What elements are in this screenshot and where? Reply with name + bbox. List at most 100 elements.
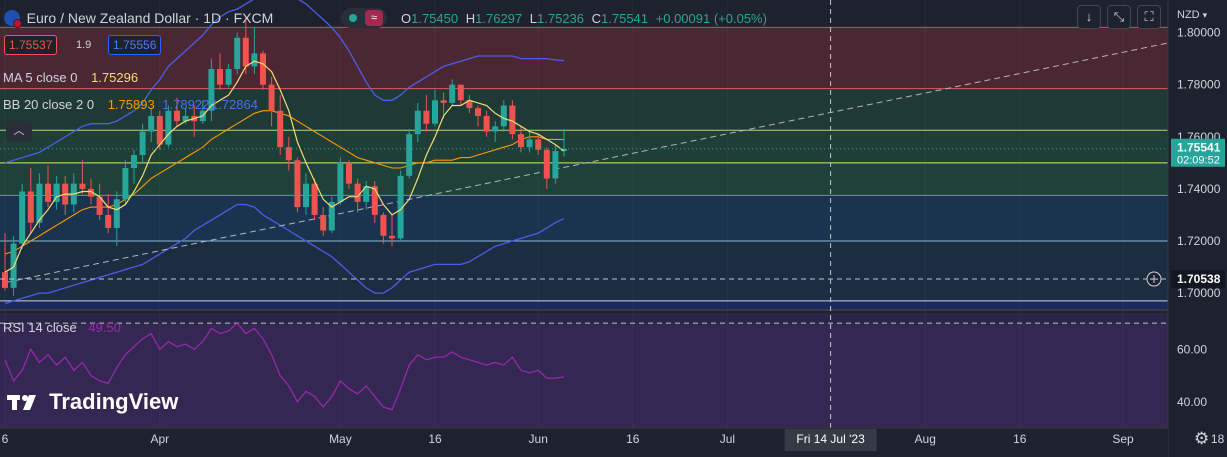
collapse-legend-button[interactable]: ︿	[6, 121, 32, 141]
crosshair	[0, 0, 1168, 428]
crosshair-date-label: Fri 14 Jul '23	[796, 432, 865, 446]
candle-body	[174, 110, 180, 122]
price-tick-label: 1.74000	[1177, 182, 1221, 196]
moving-average	[4, 60, 565, 273]
tradingview-logo[interactable]: TradingView	[7, 389, 178, 417]
candle-body	[225, 69, 232, 85]
fullscreen-button[interactable]: ⛶	[1137, 5, 1161, 29]
countdown-label: 02:09:52	[1177, 155, 1220, 167]
time-tick-label: Apr	[150, 432, 169, 446]
candle-body	[88, 188, 94, 197]
candle-body	[53, 183, 60, 202]
time-tick-label: 16	[1013, 432, 1027, 446]
candle-body	[423, 110, 430, 124]
candle-body	[122, 168, 129, 200]
candle-body	[406, 134, 413, 176]
candle-body	[217, 69, 223, 85]
gear-icon: ⚙	[1194, 429, 1210, 448]
open-value: 1.75450	[411, 11, 459, 26]
candle-body	[79, 183, 86, 189]
arrow-down-icon: ↓	[1085, 9, 1093, 24]
low-label: L	[529, 11, 537, 26]
wave-icon: ≈	[365, 10, 383, 26]
low-value: 1.75236	[537, 11, 584, 26]
time-tick-label: 6	[2, 432, 9, 446]
price-axis-background	[1168, 0, 1227, 457]
candle-body	[45, 183, 51, 202]
time-tick-label: May	[329, 432, 352, 446]
candle-body	[96, 196, 103, 215]
candle-body	[389, 235, 395, 239]
candle-body	[346, 162, 352, 184]
bb-legend[interactable]: BB 20 close 2 0 1.75893 1.78922 1.72864	[3, 97, 258, 112]
spread-value: 1.9	[76, 39, 92, 51]
trendline	[4, 30, 1227, 284]
current-price-tag	[1171, 138, 1225, 167]
rsi-pane	[0, 309, 1168, 411]
candle-body	[466, 100, 473, 109]
ma-legend[interactable]: MA 5 close 0 1.75296	[3, 70, 138, 85]
candle-body	[440, 100, 447, 103]
candle-body	[552, 151, 559, 179]
bb-upper-line	[4, 0, 565, 164]
high-value: 1.76297	[475, 11, 523, 26]
crosshair-date-tag	[784, 429, 877, 451]
fib-zone	[0, 27, 1168, 89]
rsi-value: 49.50	[88, 320, 121, 335]
price-tick-label: 1.80000	[1177, 26, 1221, 40]
change-value: +0.00091 (+0.05%)	[655, 11, 767, 26]
candle-body	[251, 53, 258, 67]
candle-body	[518, 134, 524, 148]
candle-body	[19, 191, 26, 244]
scroll-down-button[interactable]: ↓	[1077, 5, 1101, 29]
candle-body	[475, 108, 481, 116]
crosshair-price-tag	[1171, 270, 1225, 289]
candle-body	[363, 186, 370, 202]
candle-body	[354, 183, 361, 202]
fib-zone	[0, 130, 1168, 163]
candle-body	[148, 115, 155, 132]
fibonacci-zones	[0, 26, 1168, 429]
currency-selector[interactable]: NZD ▾	[1177, 9, 1207, 21]
close-label: C	[591, 11, 602, 26]
rsi-legend[interactable]: RSI 14 close 49.50	[3, 320, 121, 335]
time-tick-label: 18	[1211, 432, 1225, 446]
candle-body	[208, 69, 215, 111]
time-tick-label: 16	[626, 432, 640, 446]
settings-button[interactable]: ⚙	[1194, 429, 1209, 449]
fullscreen-icon: ⛶	[1144, 9, 1154, 24]
symbol-title: Euro / New Zealand Dollar · 1D · FXCM	[26, 10, 274, 26]
candle-body	[311, 183, 318, 215]
rsi-tick-label: 60.00	[1177, 342, 1207, 356]
candle-body	[432, 100, 438, 124]
crosshair-plus-icon	[1146, 271, 1162, 287]
tradingview-logo-icon	[7, 391, 43, 417]
candle-body	[2, 272, 8, 288]
candle-body	[294, 160, 301, 208]
bb-lower-line	[4, 203, 565, 305]
ask-price-box[interactable]: 1.75556	[108, 35, 162, 55]
candle-body	[500, 105, 507, 127]
ma-line	[4, 60, 565, 273]
crosshair-price-label: 1.70538	[1177, 272, 1221, 286]
candle-body	[242, 37, 249, 67]
bid-price-box[interactable]: 1.75537	[4, 35, 58, 55]
candle-body	[277, 110, 284, 148]
candle-body	[457, 84, 464, 101]
candle-body	[492, 126, 499, 132]
bb-basis-value: 1.75893	[107, 97, 155, 112]
candle-body	[234, 37, 241, 70]
candle-body	[285, 147, 292, 161]
chevron-down-icon: ▾	[1202, 10, 1208, 20]
candle-body	[449, 84, 456, 103]
symbol-header[interactable]: Euro / New Zealand Dollar · 1D · FXCM	[4, 10, 274, 28]
candle-body	[543, 149, 550, 179]
candle-body	[371, 186, 378, 215]
market-status-toggle[interactable]: ≈	[341, 8, 387, 28]
candle-body	[380, 214, 387, 236]
time-axis-background	[0, 428, 1168, 457]
collapse-button[interactable]: ⤡	[1107, 5, 1131, 29]
market-open-dot-icon	[349, 14, 357, 22]
symbol-flag-icon	[4, 10, 22, 28]
